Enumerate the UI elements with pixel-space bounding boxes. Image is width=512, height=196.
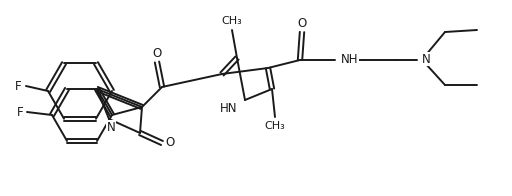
Text: HN: HN <box>220 102 237 114</box>
Text: O: O <box>165 136 175 150</box>
Text: N: N <box>106 121 115 133</box>
Text: N: N <box>422 53 431 65</box>
Text: CH₃: CH₃ <box>265 121 285 131</box>
Text: F: F <box>15 80 22 93</box>
Text: O: O <box>297 16 307 30</box>
Text: O: O <box>153 46 162 60</box>
Text: CH₃: CH₃ <box>222 16 242 26</box>
Text: F: F <box>17 105 24 119</box>
Text: NH: NH <box>341 53 358 65</box>
